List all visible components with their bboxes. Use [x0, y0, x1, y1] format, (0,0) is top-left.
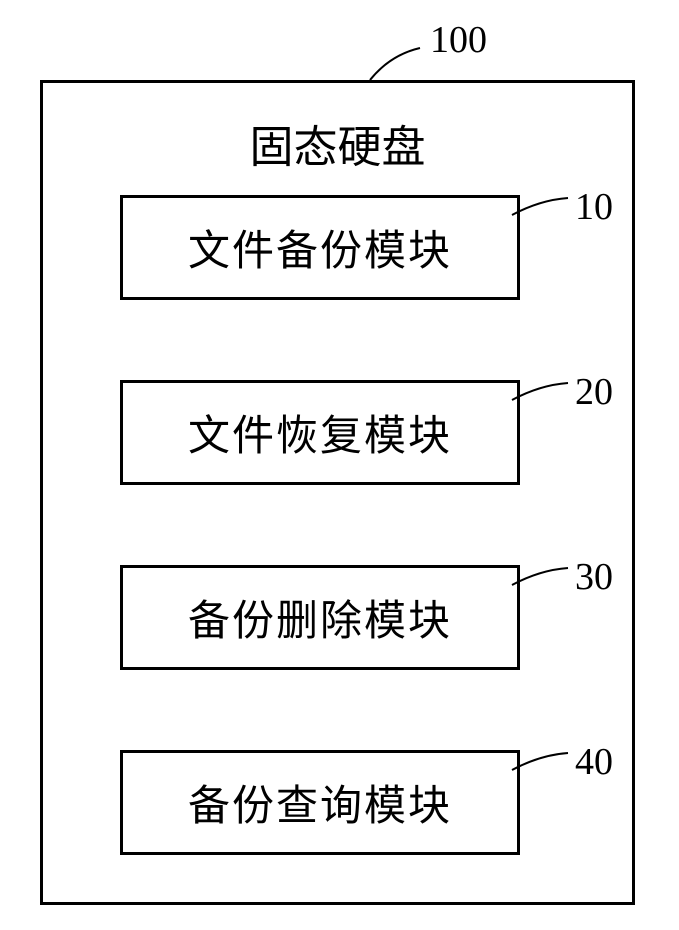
module-label: 备份删除模块 [188, 587, 452, 648]
module-number-label: 10 [575, 185, 613, 229]
module-number-label: 20 [575, 370, 613, 414]
module-box-file-backup: 文件备份模块 [120, 195, 520, 300]
module-box-backup-query: 备份查询模块 [120, 750, 520, 855]
container-title: 固态硬盘 [43, 111, 632, 175]
module-label: 文件恢复模块 [188, 402, 452, 463]
module-box-file-restore: 文件恢复模块 [120, 380, 520, 485]
module-number-label: 30 [575, 555, 613, 599]
module-box-backup-delete: 备份删除模块 [120, 565, 520, 670]
module-label: 备份查询模块 [188, 772, 452, 833]
module-label: 文件备份模块 [188, 217, 452, 278]
module-number-label: 40 [575, 740, 613, 784]
container-number-label: 100 [430, 18, 487, 62]
